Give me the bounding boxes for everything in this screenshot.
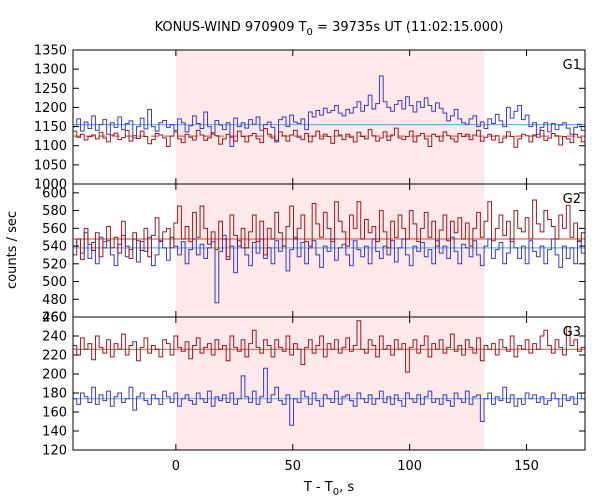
y-tick-label: 240 bbox=[42, 330, 67, 345]
series-a-g3 bbox=[73, 320, 585, 373]
y-tick-label: 1350 bbox=[34, 44, 67, 59]
series-a-g1 bbox=[73, 127, 585, 148]
y-tick-label: 480 bbox=[42, 293, 67, 308]
series-a-g2 bbox=[73, 199, 585, 260]
y-tick-label: 1150 bbox=[34, 120, 67, 135]
y-tick-label: 1000 bbox=[34, 178, 67, 193]
y-tick-label: 1050 bbox=[34, 158, 67, 173]
x-tick-label: 50 bbox=[284, 459, 301, 474]
panels-layer bbox=[73, 75, 585, 426]
y-tick-label: 160 bbox=[42, 406, 67, 421]
y-tick-label: 1300 bbox=[34, 63, 67, 78]
y-tick-label: 460 bbox=[42, 311, 67, 326]
panel-g1 bbox=[73, 75, 585, 148]
panel-label-g2: G2 bbox=[563, 192, 581, 207]
x-tick-label: 150 bbox=[514, 459, 539, 474]
x-tick-label: 100 bbox=[397, 459, 422, 474]
y-tick-label: 580 bbox=[42, 204, 67, 219]
x-axis-label: T - T0, s bbox=[303, 480, 354, 498]
panel-label-g1: G1 bbox=[563, 58, 581, 73]
series-b-g3 bbox=[73, 367, 585, 426]
panel-g2 bbox=[73, 199, 585, 304]
y-tick-label: 1250 bbox=[34, 82, 67, 97]
y-tick-label: 1200 bbox=[34, 101, 67, 116]
y-tick-label: 220 bbox=[42, 349, 67, 364]
shaded-interval bbox=[175, 50, 485, 450]
y-axis-label: counts / sec bbox=[5, 211, 20, 289]
panel-g3 bbox=[73, 320, 585, 426]
y-tick-label: 500 bbox=[42, 275, 67, 290]
y-tick-label: 260 bbox=[42, 311, 67, 326]
y-tick-label: 180 bbox=[42, 387, 67, 402]
y-tick-label: 200 bbox=[42, 368, 67, 383]
y-tick-label: 560 bbox=[42, 222, 67, 237]
frame-layer: 10001050110011501200125013001350G1460480… bbox=[34, 44, 586, 474]
y-tick-label: 140 bbox=[42, 425, 67, 440]
panel-label-g3: G3 bbox=[563, 325, 581, 340]
x-tick-label: 0 bbox=[172, 459, 180, 474]
series-b-g2 bbox=[73, 232, 585, 304]
y-tick-label: 540 bbox=[42, 240, 67, 255]
y-tick-label: 520 bbox=[42, 257, 67, 272]
y-tick-label: 600 bbox=[42, 186, 67, 201]
y-tick-label: 1100 bbox=[34, 139, 67, 154]
y-tick-label: 120 bbox=[42, 444, 67, 459]
series-b-g1 bbox=[73, 75, 585, 147]
panel-frame-g3 bbox=[72, 316, 586, 451]
shade-layer bbox=[175, 50, 485, 450]
chart-title: KONUS-WIND 970909 T0 = 39735s UT (11:02:… bbox=[155, 20, 504, 38]
